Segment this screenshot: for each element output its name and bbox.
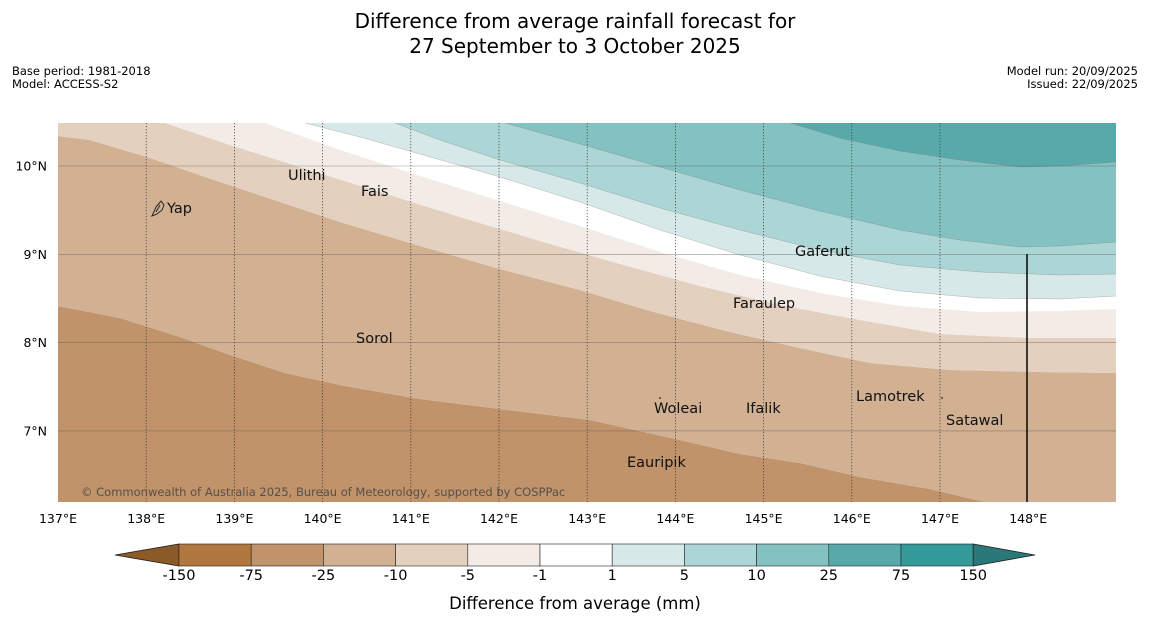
- place-eauripik: Eauripik: [627, 455, 686, 471]
- colorbar-label-5: -1: [532, 568, 548, 584]
- colorbar-bin-9: [828, 543, 902, 567]
- longitude-labels: 137°E 138°E 139°E 140°E 141°E 142°E 143°E 144°E…: [39, 511, 1047, 526]
- lon-label-2: 139°E: [215, 511, 253, 526]
- colorbar-label-10: 75: [891, 568, 911, 584]
- lon-label-6: 143°E: [568, 511, 606, 526]
- colorbar-bin-5: [539, 543, 613, 567]
- colorbar-label-0: -150: [162, 568, 196, 584]
- colorbar-label-4: -5: [460, 568, 476, 584]
- lon-label-5: 142°E: [480, 511, 518, 526]
- yap-island-icon: [151, 200, 165, 217]
- colorbar-label-9: 25: [819, 568, 839, 584]
- band-minus10-minus5: [58, 123, 1116, 373]
- colorbar-bin-6: [611, 543, 685, 567]
- colorbar-min-extension: [114, 543, 180, 567]
- meta-right: Model run: 20/09/2025 Issued: 22/09/2025: [1007, 65, 1138, 91]
- place-faraulep: Faraulep: [733, 296, 795, 312]
- place-lamotrek: Lamotrek: [856, 389, 925, 405]
- place-yap: Yap: [166, 201, 192, 217]
- band-minus75-minus25: [58, 306, 985, 502]
- lon-label-4: 141°E: [392, 511, 430, 526]
- colorbar-label-8: 10: [747, 568, 766, 584]
- island-dots: [659, 397, 943, 399]
- lat-label-1: 9°N: [23, 247, 47, 262]
- colorbar-bin-7: [684, 543, 757, 567]
- graticule: [58, 123, 1116, 502]
- colorbar-label-11: 150: [959, 568, 988, 584]
- lat-label-3: 7°N: [23, 423, 47, 438]
- meta-left: Base period: 1981-2018 Model: ACCESS-S2: [12, 65, 151, 91]
- place-labels: Ulithi Fais Yap Gaferut Faraulep Sorol W…: [166, 168, 1003, 471]
- place-sorol: Sorol: [356, 331, 393, 347]
- latitude-labels: 10°N 9°N 8°N 7°N: [15, 159, 47, 439]
- colorbar-label-6: 1: [607, 568, 617, 584]
- base-period: Base period: 1981-2018: [12, 64, 151, 78]
- colorbar-label-3: -10: [383, 568, 408, 584]
- colorbar-label-2: -25: [311, 568, 336, 584]
- colorbar-bin-8: [756, 543, 830, 567]
- contour-lines: [304, 123, 1116, 300]
- title-line-2: 27 September to 3 October 2025: [409, 33, 741, 58]
- lon-label-9: 146°E: [833, 511, 871, 526]
- lon-label-11: 148°E: [1009, 511, 1047, 526]
- lat-label-2: 8°N: [23, 335, 47, 350]
- lat-label-0: 10°N: [15, 159, 47, 174]
- lon-label-3: 140°E: [304, 511, 342, 526]
- model-name: Model: ACCESS-S2: [12, 77, 119, 91]
- lon-label-8: 145°E: [745, 511, 783, 526]
- band-minus5-minus1: [165, 123, 1116, 338]
- lon-label-0: 137°E: [39, 511, 77, 526]
- title-line-1: Difference from average rainfall forecas…: [354, 9, 796, 33]
- lon-label-10: 147°E: [921, 511, 959, 526]
- place-gaferut: Gaferut: [795, 244, 850, 260]
- map-title: Difference from average rainfall forecas…: [0, 9, 1150, 58]
- copyright-notice: © Commonwealth of Australia 2025, Bureau…: [81, 485, 565, 499]
- colorbar-max-extension: [972, 543, 1036, 567]
- island-dot-woleai: [659, 397, 661, 399]
- issued-date: Issued: 22/09/2025: [1027, 77, 1138, 91]
- band-25-75: [790, 123, 1116, 167]
- colorbar-bin-4: [467, 543, 541, 567]
- colorbar: [114, 543, 1036, 567]
- colorbar-bin-0: [178, 543, 252, 567]
- place-fais: Fais: [361, 184, 388, 200]
- colorbar-bin-10: [900, 543, 974, 567]
- place-woleai: Woleai: [654, 401, 702, 417]
- place-satawal: Satawal: [946, 413, 1003, 429]
- island-dot-lamotrek-east: [941, 397, 943, 399]
- colorbar-label-1: -75: [239, 568, 264, 584]
- colorbar-label-7: 5: [679, 568, 690, 584]
- place-ifalik: Ifalik: [746, 401, 781, 417]
- model-run: Model run: 20/09/2025: [1006, 64, 1138, 78]
- lon-label-1: 138°E: [127, 511, 165, 526]
- colorbar-bin-1: [250, 543, 324, 567]
- colorbar-bin-2: [323, 543, 396, 567]
- colorbar-title: Difference from average (mm): [449, 594, 701, 613]
- colorbar-bin-3: [395, 543, 469, 567]
- place-ulithi: Ulithi: [288, 168, 326, 184]
- lon-label-7: 144°E: [656, 511, 694, 526]
